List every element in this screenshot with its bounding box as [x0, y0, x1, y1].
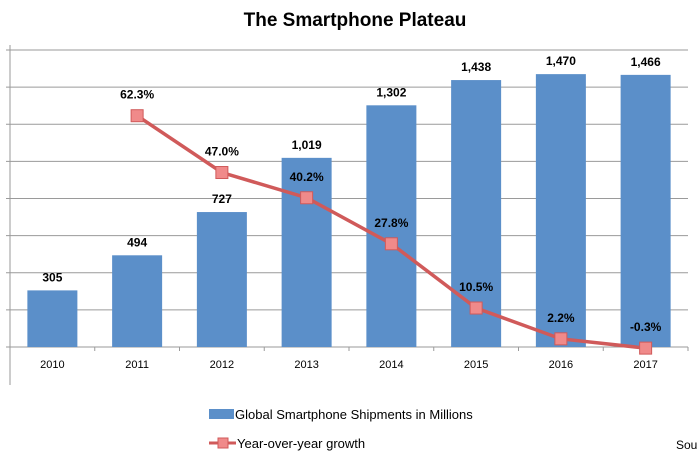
growth-value-label: 2.2%	[547, 311, 575, 325]
growth-value-label: 62.3%	[120, 88, 154, 102]
growth-value-label: 40.2%	[290, 170, 324, 184]
x-tick-label: 2017	[633, 359, 657, 371]
bar	[281, 157, 332, 347]
bar	[112, 255, 163, 347]
growth-marker	[469, 301, 483, 315]
bar-value-label: 1,470	[546, 54, 576, 68]
growth-value-label: -0.3%	[630, 320, 662, 334]
growth-marker	[639, 341, 653, 355]
legend: Global Smartphone Shipments in Millions …	[209, 407, 473, 451]
legend-label-shipments: Global Smartphone Shipments in Millions	[235, 407, 473, 422]
x-tick-label: 2012	[210, 359, 234, 371]
growth-marker	[384, 237, 398, 251]
legend-swatch-growth-marker	[217, 437, 229, 449]
bar-value-label: 727	[212, 192, 232, 206]
legend-swatch-shipments	[209, 409, 234, 419]
x-tick-label: 2011	[125, 359, 149, 371]
growth-marker	[130, 109, 144, 123]
x-tick-label: 2015	[464, 359, 488, 371]
x-tick-label: 2016	[549, 359, 573, 371]
bar	[196, 212, 247, 347]
x-tick-label: 2014	[379, 359, 403, 371]
x-tick-label: 2010	[40, 359, 64, 371]
growth-value-label: 27.8%	[374, 216, 408, 230]
growth-marker	[554, 332, 568, 346]
bar-value-label: 1,438	[461, 60, 491, 74]
legend-label-growth: Year-over-year growth	[237, 436, 365, 451]
bar	[27, 290, 78, 347]
bar	[366, 105, 417, 347]
source-note: Sou	[676, 438, 697, 452]
bars	[27, 74, 671, 347]
data-labels: 305 494 727 1,019 1,302 1,438 1,470 1,466 62.3% 4…	[42, 54, 661, 334]
x-axis-ticks: 2010 2011 2012 2013 2014 2015 2016 2017	[40, 347, 689, 371]
growth-value-label: 10.5%	[459, 280, 493, 294]
growth-value-label: 47.0%	[205, 145, 239, 159]
bar-value-label: 1,302	[376, 85, 406, 99]
growth-marker	[300, 191, 314, 205]
growth-line	[130, 109, 653, 355]
growth-marker	[215, 166, 229, 180]
chart-title: The Smartphone Plateau	[244, 10, 467, 31]
bar-value-label: 305	[42, 270, 62, 284]
bar-value-label: 1,019	[292, 138, 322, 152]
bar	[620, 74, 671, 347]
bar	[535, 74, 586, 347]
bar-value-label: 1,466	[631, 55, 661, 69]
x-tick-label: 2013	[294, 359, 318, 371]
bar-value-label: 494	[127, 235, 147, 249]
